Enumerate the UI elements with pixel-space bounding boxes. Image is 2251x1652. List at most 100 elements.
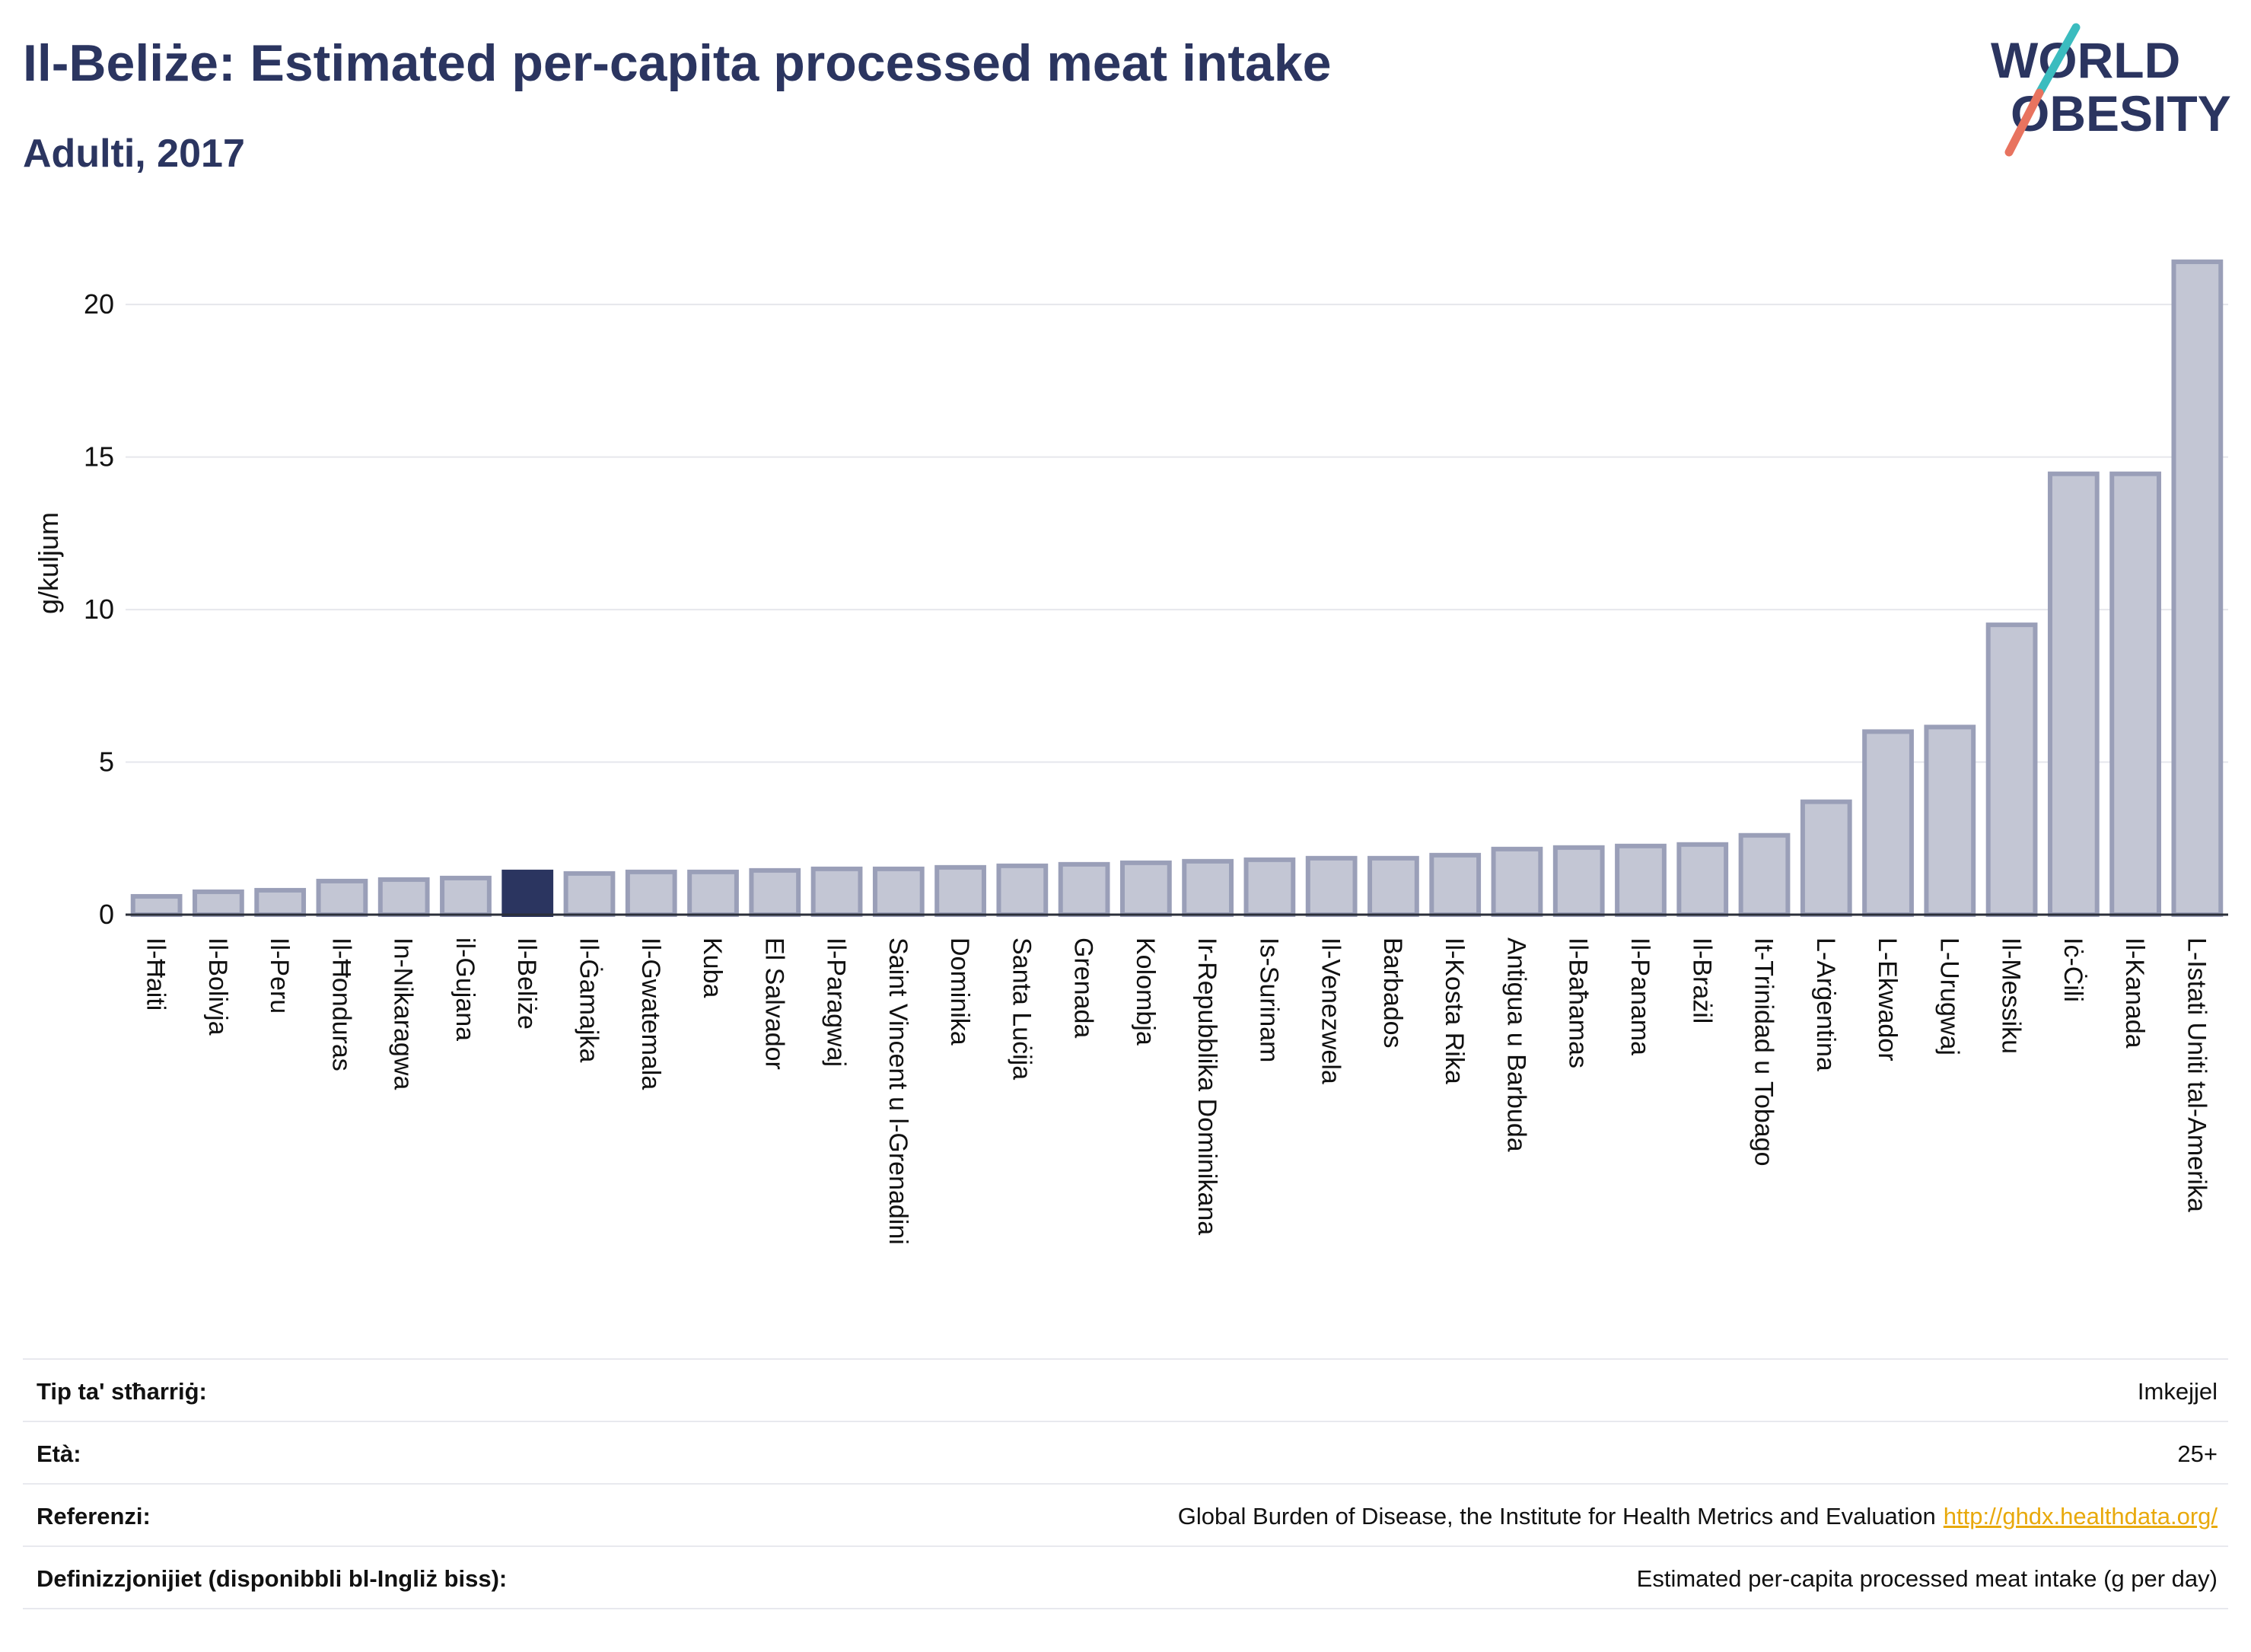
info-value-text: Estimated per-capita processed meat inta… xyxy=(1636,1565,2218,1592)
y-tick-label: 15 xyxy=(84,441,114,473)
x-tick-label: Il-Venezwela xyxy=(1317,937,1345,1084)
bar-20 xyxy=(1367,855,1419,917)
bar-27 xyxy=(1800,799,1852,918)
info-row: Referenzi: Global Burden of Disease, the … xyxy=(23,1483,2228,1545)
x-tick-label: Il-Gwatemala xyxy=(636,937,665,1090)
x-tick-label: Il-Ġamajka xyxy=(574,937,603,1062)
info-row: Definizzjonijiet (disponibbli bl-Ingliż … xyxy=(23,1545,2228,1609)
bar-29 xyxy=(1924,724,1976,918)
x-tick-label: Il-Panama xyxy=(1625,937,1654,1055)
bar-11 xyxy=(810,866,863,918)
x-tick-label: L-Urugwaj xyxy=(1934,937,1963,1055)
x-tick-label: Il-Brażil xyxy=(1687,937,1716,1023)
x-tick-label: il-Gujana xyxy=(451,937,479,1041)
info-value: Estimated per-capita processed meat inta… xyxy=(1637,1565,2218,1593)
bar-31 xyxy=(2047,471,2100,917)
info-row: Tip ta' stħarriġ: Imkejjel xyxy=(23,1358,2228,1421)
bar-4 xyxy=(377,877,430,918)
svg-text:WORLD: WORLD xyxy=(1991,32,2180,88)
bar-7 xyxy=(563,871,616,918)
info-value-text: 25+ xyxy=(2177,1440,2218,1467)
y-tick-label: 5 xyxy=(99,746,114,778)
bar-3 xyxy=(316,878,368,918)
x-tick-label: Dominika xyxy=(945,937,974,1046)
x-tick-label: L-Arġentina xyxy=(1811,937,1840,1071)
x-tick-label: L-Istati Uniti tal-Amerika xyxy=(2182,937,2211,1212)
bar-9 xyxy=(687,869,739,917)
info-label: Tip ta' stħarriġ: xyxy=(37,1378,207,1405)
x-tick-label: Il-Kanada xyxy=(2120,937,2149,1049)
x-tick-label: In-Nikaragwa xyxy=(389,937,418,1090)
reference-link[interactable]: http://ghdx.healthdata.org/ xyxy=(1943,1503,2218,1529)
info-value: Imkejjel xyxy=(2138,1378,2218,1405)
info-label: Referenzi: xyxy=(37,1503,151,1529)
bar-0 xyxy=(130,893,183,917)
x-tick-label: Kuba xyxy=(698,937,727,998)
info-label: Definizzjonijiet (disponibbli bl-Ingliż … xyxy=(37,1565,508,1592)
y-axis-label: g/kuljum xyxy=(33,512,64,614)
x-tick-label: Iċ-Ċili xyxy=(2058,937,2087,1002)
bar-6 xyxy=(501,869,554,917)
bar-8 xyxy=(625,869,677,917)
x-tick-label: Kolombja xyxy=(1131,937,1160,1046)
info-table: Tip ta' stħarriġ: Imkejjel Età: 25+ Referenz… xyxy=(23,1358,2228,1609)
bar-15 xyxy=(1058,861,1110,917)
page-subtitle: Adulti, 2017 xyxy=(23,132,245,176)
bar-16 xyxy=(1119,860,1172,918)
x-tick-label: Il-Kosta Rika xyxy=(1440,937,1469,1084)
x-tick-label: Grenada xyxy=(1069,937,1098,1038)
bar-5 xyxy=(440,875,492,917)
bar-2 xyxy=(254,887,307,917)
x-tick-label: Il-Peru xyxy=(265,937,294,1014)
x-tick-label: L-Ekwador xyxy=(1873,937,1902,1062)
bar-26 xyxy=(1738,832,1791,918)
info-value: Global Burden of Disease, the Institute … xyxy=(1178,1503,2218,1530)
bar-23 xyxy=(1552,845,1605,918)
bar-28 xyxy=(1862,729,1914,917)
x-tick-label: It-Trinidad u Tobago xyxy=(1750,937,1778,1167)
x-tick-label: El Salvador xyxy=(759,937,788,1070)
bar-12 xyxy=(872,866,925,918)
bar-30 xyxy=(1985,622,2038,917)
x-tick-label: Barbados xyxy=(1378,937,1407,1049)
x-tick-label: Is-Surinam xyxy=(1254,937,1283,1062)
bar-18 xyxy=(1243,857,1296,917)
x-tick-label: Antigua u Barbuda xyxy=(1501,937,1530,1152)
y-tick-label: 0 xyxy=(99,899,114,930)
bar-14 xyxy=(996,863,1049,917)
bar-21 xyxy=(1429,852,1482,918)
bar-24 xyxy=(1615,843,1667,917)
x-tick-label: Il-Ħaiti xyxy=(142,937,170,1011)
world-obesity-logo: WORLD OBESITY xyxy=(1991,23,2231,157)
grid-lines xyxy=(126,304,2228,763)
bar-32 xyxy=(2109,471,2161,917)
bar-22 xyxy=(1491,846,1543,918)
svg-text:OBESITY: OBESITY xyxy=(2011,85,2231,142)
bar-19 xyxy=(1305,855,1358,917)
bar-13 xyxy=(934,864,986,918)
y-tick-label: 20 xyxy=(84,288,114,320)
bar-chart: 0 5 10 15 20 Il-Ħaiti Il-Bolivja Il-Peru Il-Ħond… xyxy=(33,259,2228,1245)
x-tick-label: Il-Beliże xyxy=(512,937,541,1030)
info-row: Età: 25+ xyxy=(23,1421,2228,1483)
bar-17 xyxy=(1182,858,1234,918)
x-tick-label: Ir-Repubblika Dominikana xyxy=(1192,937,1221,1235)
x-tick-label: Il-Bolivja xyxy=(203,937,232,1036)
x-tick-label: Il-Ħonduras xyxy=(326,937,355,1071)
bar-10 xyxy=(749,867,801,917)
info-value-text: Global Burden of Disease, the Institute … xyxy=(1177,1503,1936,1529)
bars xyxy=(130,259,2224,918)
x-tick-label: Il-Baħamas xyxy=(1564,937,1593,1068)
bar-1 xyxy=(193,889,244,917)
page-title: Il-Beliże: Estimated per-capita processe… xyxy=(23,34,1332,92)
x-tick-label: Santa Luċija xyxy=(1007,937,1036,1080)
axes: 0 5 10 15 20 Il-Ħaiti Il-Bolivja Il-Peru Il-Ħond… xyxy=(84,288,2228,1245)
info-value-text: Imkejjel xyxy=(2137,1378,2218,1405)
info-label: Età: xyxy=(37,1440,81,1467)
x-tick-label: Il-Paragwaj xyxy=(822,937,851,1067)
y-tick-label: 10 xyxy=(84,594,114,625)
x-tick-label: Saint Vincent u l-Grenadini xyxy=(884,937,912,1245)
info-value: 25+ xyxy=(2177,1440,2218,1468)
x-tick-label: Il-Messiku xyxy=(1997,937,2026,1054)
bar-25 xyxy=(1676,842,1729,917)
